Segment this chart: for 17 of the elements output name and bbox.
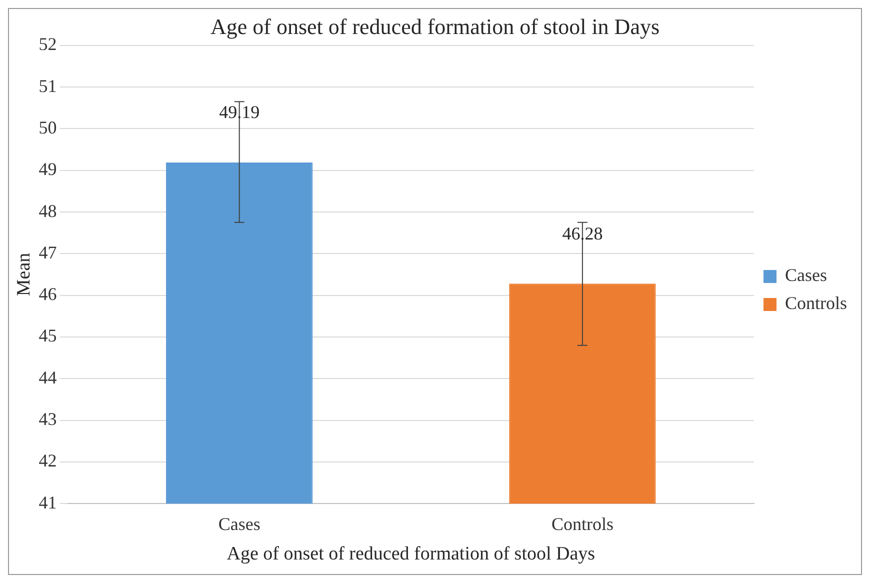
y-tick-label: 47 xyxy=(38,242,57,262)
y-tick-label: 43 xyxy=(38,409,57,430)
y-tick-label: 48 xyxy=(38,200,57,221)
y-tick-label: 41 xyxy=(38,492,57,512)
y-tick-label: 46 xyxy=(38,284,57,304)
y-tick-label: 49 xyxy=(38,159,57,180)
y-tick-label: 50 xyxy=(38,117,57,138)
y-tick-label: 45 xyxy=(38,326,57,346)
x-axis-title: Age of onset of reduced formation of stool Days xyxy=(226,544,596,565)
y-tick-label: 51 xyxy=(38,76,57,96)
y-tick-label: 52 xyxy=(38,34,57,54)
chart-title: Age of onset of reduced formation of stool in Days xyxy=(210,14,660,39)
legend-label: Cases xyxy=(784,265,827,286)
y-axis-title: Mean xyxy=(13,252,34,296)
legend-label: Controls xyxy=(784,293,848,314)
y-tick-label: 42 xyxy=(38,450,57,471)
y-tick-label: 44 xyxy=(38,367,57,388)
